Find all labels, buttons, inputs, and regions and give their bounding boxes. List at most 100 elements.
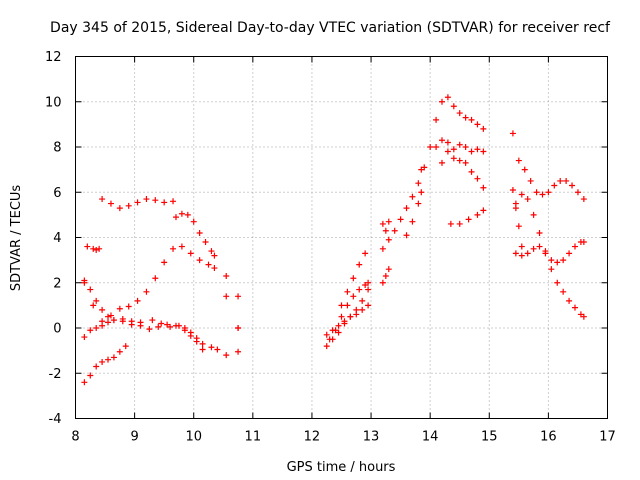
chart-title: Day 345 of 2015, Sidereal Day-to-day VTE… [50, 20, 611, 36]
data-point [172, 322, 179, 329]
data-point [164, 321, 171, 328]
series-arc-e [99, 196, 177, 212]
data-point [155, 323, 162, 330]
data-point [554, 279, 561, 286]
data-point [107, 200, 114, 207]
data-point [143, 196, 150, 203]
data-point [563, 177, 570, 184]
series-arc-h [223, 272, 242, 359]
data-point [385, 218, 392, 225]
data-point [335, 322, 342, 329]
data-point [385, 236, 392, 243]
data-point [193, 335, 200, 342]
data-point [107, 312, 114, 319]
data-point [524, 196, 531, 203]
data-point [170, 245, 177, 252]
x-tick-label: 10 [185, 430, 202, 445]
data-point [518, 252, 525, 259]
data-point [235, 325, 242, 331]
data-point [105, 319, 112, 326]
data-point [196, 257, 203, 264]
data-point [518, 191, 525, 198]
data-point [571, 304, 578, 311]
data-point [480, 125, 487, 132]
data-point [223, 293, 230, 300]
data-point [96, 245, 103, 252]
data-point [211, 265, 218, 272]
data-point [574, 189, 581, 196]
x-tick-label: 9 [130, 430, 138, 445]
data-point [512, 250, 519, 257]
data-point [551, 182, 558, 189]
data-point [379, 245, 386, 252]
data-point [391, 227, 398, 234]
data-point [93, 325, 100, 331]
data-point [81, 334, 88, 341]
series-arc-j [323, 302, 372, 338]
series-arc-d [84, 243, 103, 253]
data-point [187, 329, 194, 336]
data-point [382, 272, 389, 279]
data-point [128, 318, 135, 325]
data-point [533, 189, 540, 196]
x-tick-label: 12 [304, 430, 321, 445]
data-point [566, 297, 573, 304]
data-point [161, 259, 168, 266]
data-point [415, 200, 422, 207]
plot-frame [75, 56, 608, 419]
data-point [468, 168, 475, 175]
series-arc-a [81, 317, 206, 353]
data-point [338, 313, 345, 320]
data-point [338, 302, 345, 309]
data-point [474, 175, 481, 182]
data-point [530, 245, 537, 252]
y-tick-label: 8 [53, 141, 61, 156]
data-point [409, 193, 416, 200]
data-point [87, 372, 94, 379]
data-point [474, 211, 481, 218]
data-point [158, 320, 165, 327]
data-point [521, 166, 528, 173]
data-point [81, 379, 88, 386]
data-point [205, 261, 212, 268]
data-point [99, 306, 106, 313]
x-tick-labels: 8 9 10 11 12 13 14 15 16 17 [71, 430, 615, 445]
data-point [480, 148, 487, 155]
data-point [356, 261, 363, 268]
grid [75, 56, 608, 419]
data-point [187, 250, 194, 257]
data-point [539, 191, 546, 198]
data-point [350, 275, 357, 282]
data-point [480, 184, 487, 191]
data-point [509, 186, 516, 193]
data-point [134, 199, 141, 206]
series-arc-q [421, 94, 487, 171]
data-point [403, 232, 410, 239]
data-point [480, 207, 487, 214]
series-arc-k [326, 279, 372, 343]
data-point [235, 348, 242, 355]
data-point [418, 189, 425, 196]
data-point [99, 196, 106, 203]
data-point [456, 220, 463, 227]
y-tick-label: 10 [45, 95, 62, 110]
data-point [211, 252, 218, 259]
data-point [125, 303, 132, 310]
data-point [223, 272, 230, 279]
data-point [474, 146, 481, 153]
data-point [178, 210, 185, 217]
data-point [444, 148, 451, 155]
data-point [379, 220, 386, 227]
data-point [323, 331, 330, 338]
data-point [403, 205, 410, 212]
series-arc-p [403, 189, 425, 239]
data-point [208, 344, 215, 351]
data-point [93, 297, 100, 304]
data-point [462, 114, 469, 121]
data-point [421, 164, 428, 171]
data-point [450, 146, 457, 153]
y-tick-label: 6 [53, 186, 61, 201]
series-arc-f [81, 243, 218, 325]
data-point [116, 348, 123, 355]
